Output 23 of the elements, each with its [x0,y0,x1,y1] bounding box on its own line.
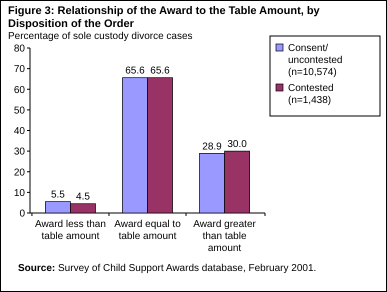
data-label: 65.6 [125,66,146,77]
y-axis-title: Percentage of sole custody divorce cases [8,31,193,42]
data-label: 4.5 [76,192,90,203]
data-label: 65.6 [150,66,170,77]
y-tick-label: 40 [14,126,26,137]
legend-label: Contested (n=1,438) [288,83,334,106]
data-label: 5.5 [50,190,66,201]
x-tick-label: Award equal to table amount [114,219,182,242]
x-tick-label: Award less than table amount [34,219,106,242]
y-tick-label: 30 [14,146,26,158]
legend-label: Consent/ uncontested (n=10,574) [288,43,342,78]
source-note: Source: Survey of Child Support Awards database, February 2001. [18,263,316,274]
chart-title: Figure 3: Relationship of the Award to the Table Amount, by Disposition of the Order [8,5,321,30]
y-tick-label: 0 [19,208,26,220]
x-tick-label: Award greater than table amount [193,219,257,254]
y-tick-label: 80 [14,44,26,54]
y-tick-label: 60 [14,84,26,96]
data-label: 28.9 [202,141,222,152]
y-tick-label: 50 [14,105,26,116]
y-tick-label: 70 [14,64,26,76]
y-tick-label: 20 [14,167,26,178]
data-label: 30.0 [227,139,248,150]
y-tick-label: 10 [14,188,26,199]
